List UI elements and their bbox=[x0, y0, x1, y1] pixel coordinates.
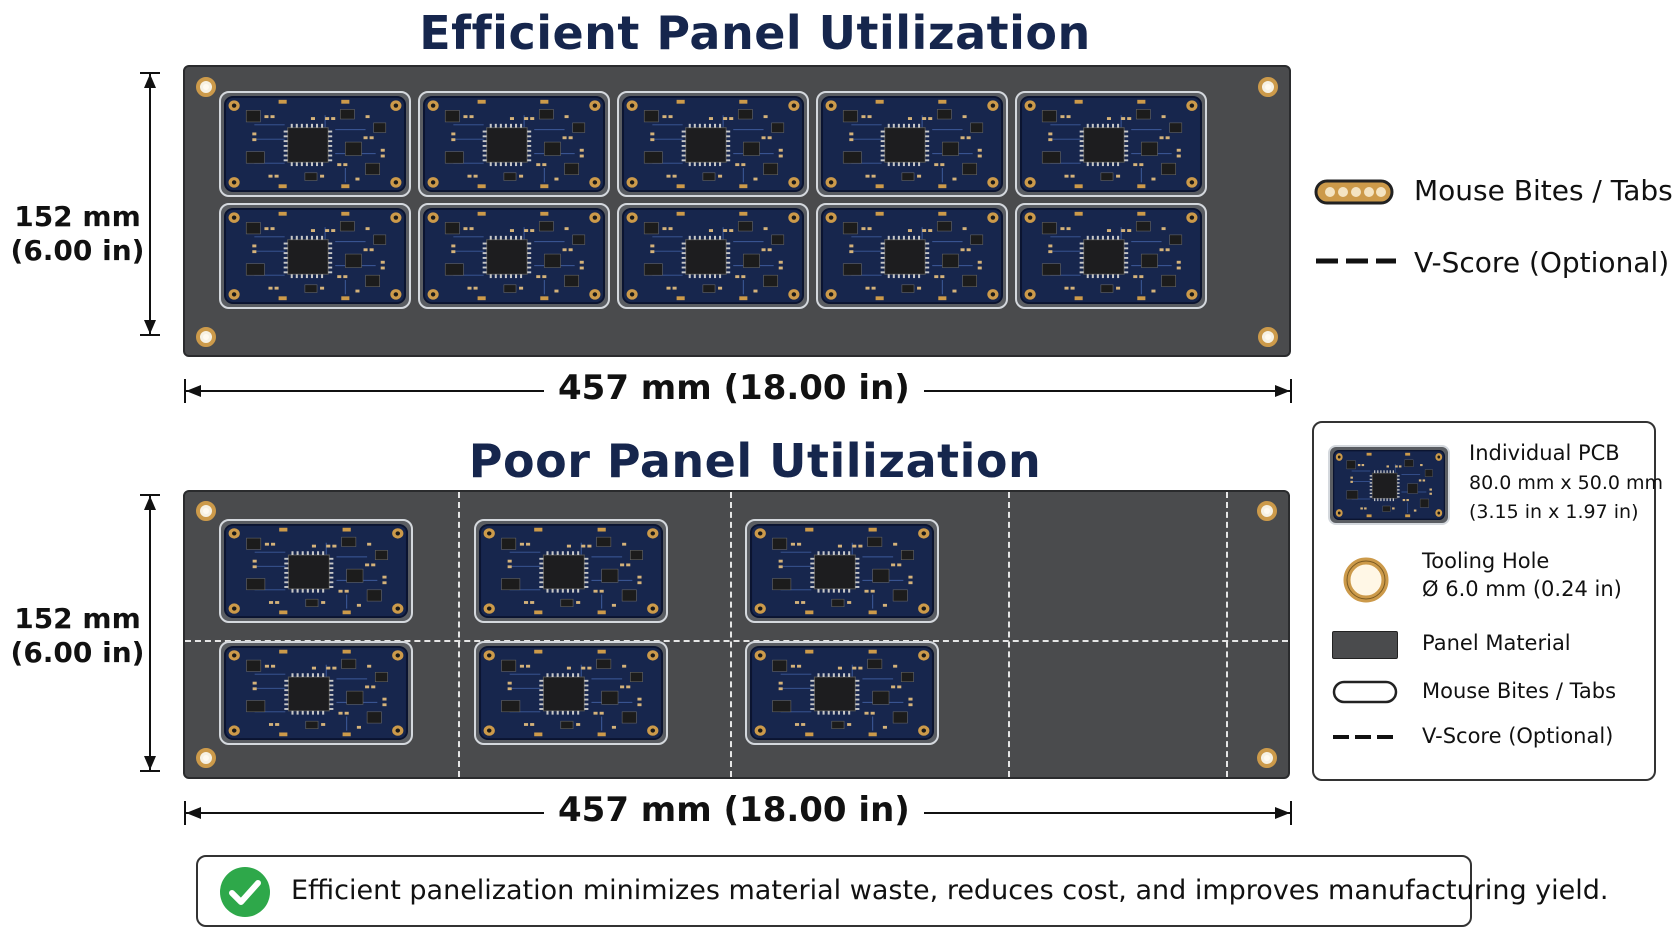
v-score-line bbox=[185, 640, 1288, 642]
legend-tooling-hole-size: Ø 6.0 mm (0.24 in) bbox=[1422, 577, 1622, 601]
pcb-board bbox=[1015, 203, 1207, 309]
poor-height-label: 152 mm (6.00 in) bbox=[10, 602, 145, 670]
pcb-board bbox=[219, 641, 413, 745]
legend-mouse-bites: Mouse Bites / Tabs bbox=[1422, 679, 1617, 703]
v-score-line bbox=[458, 492, 460, 777]
efficient-panel bbox=[183, 65, 1291, 357]
pcb-board bbox=[617, 91, 809, 197]
tooling-hole-icon bbox=[196, 327, 216, 347]
pcb-board bbox=[219, 91, 411, 197]
legend-pcb-size-mm: 80.0 mm x 50.0 mm bbox=[1469, 472, 1664, 494]
tooling-hole-icon bbox=[1258, 77, 1278, 97]
pcb-board bbox=[219, 203, 411, 309]
pcb-board bbox=[474, 641, 668, 745]
height-mm: 152 mm bbox=[14, 200, 141, 233]
v-score-icon bbox=[1333, 735, 1399, 739]
tooling-hole-icon bbox=[1343, 557, 1389, 603]
footer-callout: Efficient panelization minimizes materia… bbox=[196, 855, 1608, 927]
height-in: (6.00 in) bbox=[10, 234, 145, 267]
pcb-board bbox=[617, 203, 809, 309]
pcb-board bbox=[219, 519, 413, 623]
pcb-board bbox=[418, 203, 610, 309]
efficient-title: Efficient Panel Utilization bbox=[419, 6, 1091, 60]
poor-width-label: 457 mm (18.00 in) bbox=[544, 790, 924, 830]
check-circle-icon bbox=[220, 867, 270, 917]
efficient-height-dimension bbox=[140, 72, 160, 336]
efficient-width-label: 457 mm (18.00 in) bbox=[544, 368, 924, 408]
panel-material-swatch bbox=[1332, 631, 1398, 659]
v-score-icon bbox=[1316, 258, 1396, 264]
tooling-hole-icon bbox=[1257, 748, 1277, 768]
tooling-hole-icon bbox=[1257, 501, 1277, 521]
legend-panel-material: Panel Material bbox=[1422, 631, 1571, 655]
legend-mouse-bites-label: Mouse Bites / Tabs bbox=[1414, 174, 1672, 207]
v-score-line bbox=[1226, 492, 1228, 777]
mouse-bites-outline-icon bbox=[1332, 680, 1398, 704]
v-score-line bbox=[730, 492, 732, 777]
poor-title: Poor Panel Utilization bbox=[468, 434, 1042, 488]
height-mm: 152 mm bbox=[14, 602, 141, 635]
tooling-hole-icon bbox=[1258, 327, 1278, 347]
pcb-board bbox=[745, 641, 939, 745]
legend-v-score: V-Score (Optional) bbox=[1422, 724, 1614, 748]
pcb-board bbox=[816, 203, 1008, 309]
pcb-board bbox=[816, 91, 1008, 197]
efficient-height-label: 152 mm (6.00 in) bbox=[10, 200, 145, 268]
tooling-hole-icon bbox=[196, 501, 216, 521]
pcb-board bbox=[1015, 91, 1207, 197]
legend-pcb-title: Individual PCB bbox=[1469, 441, 1620, 465]
height-in: (6.00 in) bbox=[10, 636, 145, 669]
poor-panel bbox=[183, 490, 1290, 779]
pcb-board bbox=[474, 519, 668, 623]
legend-pcb-size-in: (3.15 in x 1.97 in) bbox=[1469, 501, 1639, 523]
poor-height-dimension bbox=[140, 494, 160, 772]
tooling-hole-icon bbox=[196, 748, 216, 768]
pcb-board bbox=[418, 91, 610, 197]
v-score-line bbox=[1008, 492, 1010, 777]
individual-pcb-icon bbox=[1328, 445, 1450, 525]
mouse-bites-icon bbox=[1314, 179, 1394, 205]
legend-tooling-hole-title: Tooling Hole bbox=[1422, 549, 1550, 573]
footer-text: Efficient panelization minimizes materia… bbox=[291, 875, 1609, 906]
legend-v-score-label: V-Score (Optional) bbox=[1414, 246, 1670, 279]
tooling-hole-icon bbox=[196, 77, 216, 97]
pcb-board bbox=[745, 519, 939, 623]
legend-box: Individual PCB 80.0 mm x 50.0 mm (3.15 i… bbox=[1312, 421, 1663, 781]
